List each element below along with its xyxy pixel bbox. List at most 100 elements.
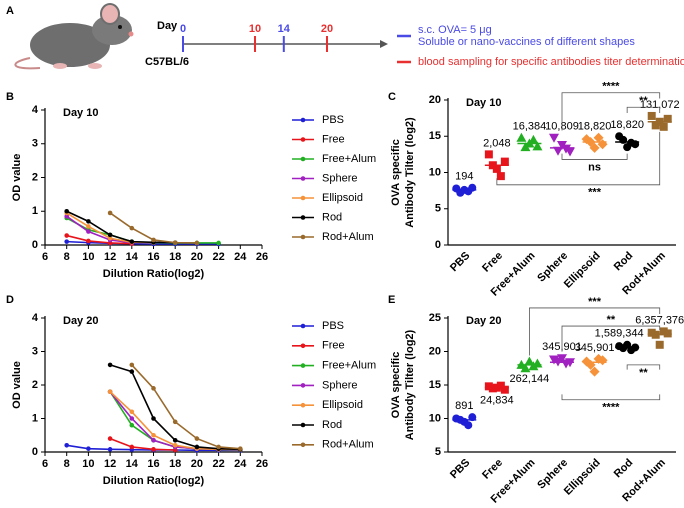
data-point — [565, 147, 575, 157]
legend-label: Free+Alum — [322, 360, 376, 372]
x-tick-label: 12 — [104, 458, 116, 470]
x-tick-label: Rod — [612, 457, 636, 481]
line-point — [151, 437, 156, 443]
x-tick-label: Ellipsoid — [562, 457, 603, 498]
data-point — [484, 150, 493, 159]
y-axis-label: OVA specific — [390, 352, 402, 419]
line-point — [238, 446, 243, 451]
titer-label: 1,589,344 — [595, 328, 644, 340]
line-point — [151, 447, 156, 452]
x-tick-label: 16 — [147, 251, 159, 263]
data-point — [532, 141, 543, 151]
x-tick-label: 24 — [234, 458, 247, 470]
legend-marker — [300, 343, 306, 349]
legend-marker — [300, 234, 306, 240]
data-point — [528, 134, 539, 144]
x-tick-label: 14 — [126, 458, 139, 470]
y-tick-label: 25 — [429, 312, 441, 324]
data-point — [464, 421, 473, 430]
x-tick-label: 6 — [42, 251, 48, 263]
titer-label: 262,144 — [510, 373, 550, 385]
series-line — [66, 210, 176, 244]
chart-title: Day 10 — [466, 97, 501, 109]
y-axis-label: Antibody Tilter (log2) — [404, 329, 416, 440]
data-point — [500, 385, 509, 394]
y-axis-label: OVA specific — [390, 139, 402, 206]
x-tick-label: 12 — [104, 251, 116, 263]
x-tick-label: 8 — [64, 251, 70, 263]
data-point — [647, 111, 656, 120]
significance-bracket — [496, 131, 661, 186]
line-point — [151, 237, 156, 243]
line-point — [86, 238, 91, 244]
data-point — [553, 146, 563, 156]
y-tick-label: 1 — [32, 205, 38, 217]
timeline-day: 20 — [321, 23, 333, 35]
line-point — [107, 362, 113, 368]
timeline-legend-text: s.c. OVA= 5 μg — [418, 24, 492, 36]
x-tick-label: 20 — [191, 458, 203, 470]
line-point — [129, 369, 135, 374]
x-tick-label: 18 — [169, 251, 181, 263]
legend-marker — [300, 422, 306, 428]
chart-title: Day 10 — [63, 107, 98, 119]
legend-marker — [300, 383, 306, 388]
x-tick-label: 26 — [256, 251, 268, 263]
x-tick-label: Rod — [612, 250, 636, 274]
series-line — [66, 240, 219, 245]
y-tick-label: 4 — [32, 312, 39, 324]
titer-label: 2,048 — [483, 137, 511, 149]
data-point — [589, 142, 600, 153]
y-tick-label: 15 — [429, 130, 441, 142]
y-tick-label: 5 — [435, 446, 441, 458]
legend-label: Rod+Alum — [322, 231, 374, 243]
significance-bracket — [561, 92, 661, 131]
x-tick-label: 24 — [234, 251, 247, 263]
line-point — [107, 389, 113, 395]
line-point — [151, 432, 156, 438]
y-tick-label: 10 — [429, 166, 441, 178]
titer-label: 345,901 — [575, 342, 615, 354]
line-point — [172, 437, 178, 443]
timeline-day: 14 — [278, 23, 291, 35]
significance-label: ** — [607, 314, 616, 326]
panel-letter: E — [388, 294, 395, 306]
line-point — [129, 409, 135, 415]
y-axis-label: Antibody Tilter (log2) — [404, 117, 416, 228]
y-tick-label: 0 — [32, 446, 38, 458]
data-point — [516, 132, 527, 142]
y-tick-label: 3 — [32, 138, 38, 150]
line-point — [86, 229, 91, 234]
data-point — [496, 172, 505, 181]
legend-label: Free+Alum — [322, 153, 376, 165]
legend-label: Ellipsoid — [322, 399, 363, 411]
x-tick-label: Free — [480, 457, 505, 482]
data-point — [549, 133, 559, 143]
titer-label: 194 — [455, 171, 473, 183]
panel-letter: D — [6, 294, 14, 306]
series-line — [109, 437, 176, 451]
line-point — [194, 240, 200, 246]
x-tick-label: 20 — [191, 251, 203, 263]
timeline-legend-text: Soluble or nano-vaccines of different sh… — [418, 36, 635, 48]
panel-letter: C — [388, 91, 396, 103]
x-tick-label: Free — [480, 250, 505, 275]
line-point — [129, 422, 135, 428]
data-point — [520, 363, 531, 373]
line-point — [129, 362, 135, 368]
significance-bracket — [561, 325, 661, 352]
line-point — [172, 443, 178, 448]
x-tick-label: 22 — [212, 458, 224, 470]
y-tick-label: 5 — [435, 203, 441, 215]
y-tick-label: 15 — [429, 379, 441, 391]
line-point — [151, 416, 156, 421]
line-point — [64, 208, 69, 214]
x-tick-label: PBS — [448, 457, 472, 481]
line-point — [129, 444, 135, 450]
line-point — [64, 443, 69, 448]
line-point — [107, 436, 113, 441]
timeline-day: 10 — [249, 23, 261, 35]
chart-title: Day 20 — [466, 315, 501, 327]
legend-marker — [300, 137, 306, 142]
